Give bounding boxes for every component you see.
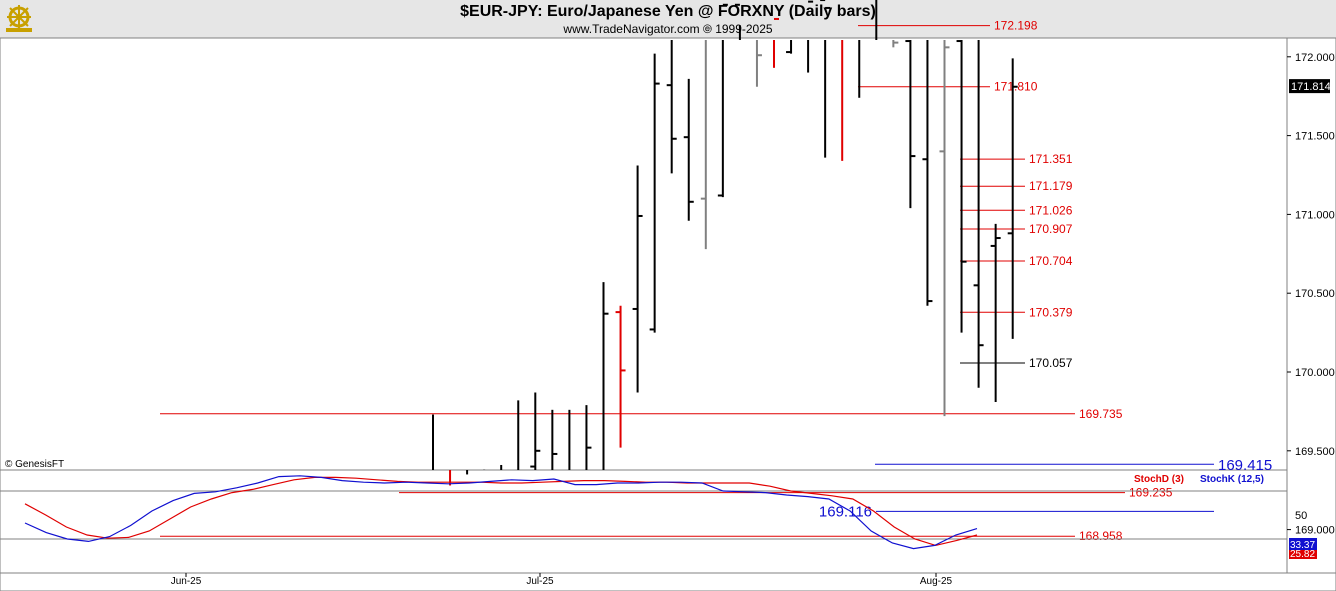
price-tick-label: 169.000 [1295,525,1335,537]
level-label: 169.415 [1218,457,1272,474]
ohlc-bar [841,40,844,161]
ohlc-bar [755,40,762,87]
copyright-label: © GenesisFT [5,459,64,470]
last-price-label: 171.814 [1291,81,1331,93]
ohlc-bar [892,40,899,48]
level-label: 170.379 [1029,305,1073,319]
ohlc-bar [700,27,711,250]
level-label: 171.179 [1029,179,1073,193]
ship-wheel-logo-icon [6,5,32,32]
chart-subtitle: www.TradeNavigator.com © 1999-2025 [563,22,773,36]
level-label: 170.907 [1029,222,1073,236]
stochastic-last-value: 33.37 [1290,540,1315,551]
ohlc-bar [666,40,677,174]
level-label: 169.735 [1079,407,1123,421]
ohlc-bar [551,409,558,470]
stochastic-panel-border [0,469,1288,574]
legend-stochk: StochK (12,5) [1200,474,1264,485]
price-tick-label: 171.500 [1295,131,1335,143]
ohlc-bar [905,40,916,209]
level-label: 170.704 [1029,254,1073,268]
ohlc-bar [875,0,878,40]
date-tick-label: Aug-25 [920,576,953,587]
title-bar: $EUR-JPY: Euro/Japanese Yen @ FORXNY (Da… [0,0,1336,38]
ohlc-bar [734,3,741,40]
price-axis: 174.000173.500173.000172.500172.000171.5… [1287,52,1335,537]
chart-title: $EUR-JPY: Euro/Japanese Yen @ FORXNY (Da… [460,3,876,20]
ohlc-bar [683,78,694,221]
chart-frame [0,37,1336,591]
ohlc-bar [649,53,660,333]
ohlc-bar [773,17,779,68]
ohlc-bar [1007,58,1018,339]
price-panel-border [0,37,1288,471]
level-label: 169.235 [1129,486,1173,500]
ohlc-bar [939,40,950,417]
stochastic-tick-label: 50 [1295,510,1307,522]
date-tick-label: Jun-25 [171,576,202,587]
ohlc-bar [615,305,626,448]
price-tick-label: 171.000 [1295,209,1335,221]
ohlc-bar [858,40,861,98]
stochastic-series-line [24,475,978,550]
price-tick-label: 170.000 [1295,367,1335,379]
ohlc-bar [807,0,814,73]
price-tick-label: 172.000 [1295,52,1335,64]
axis-panel [1286,37,1336,574]
price-tick-label: 170.500 [1295,288,1335,300]
level-label: 169.116 [819,503,872,520]
price-bars [432,0,1018,486]
ohlc-bar [786,40,793,54]
stochastic-last-box [1289,538,1317,550]
stochastic-last-value: 25.82 [1290,549,1315,560]
ohlc-bar [956,40,967,333]
ohlc-bar [990,223,1001,402]
price-tick-label: 169.500 [1295,446,1335,458]
stochastic-series-line [24,476,978,547]
price-levels: 174.073173.830173.439172.821172.198171.8… [160,19,1272,543]
ohlc-bar [632,165,643,393]
ohlc-bar [922,40,933,306]
level-label: 171.351 [1029,152,1073,166]
level-label: 168.958 [1079,529,1123,543]
date-tick-label: Jul-25 [526,576,554,587]
date-axis-panel [0,572,1336,591]
ohlc-bar [530,392,541,470]
ohlc-bar [820,0,831,158]
ohlc-bar [585,405,592,470]
level-label: 170.057 [1029,356,1073,370]
last-price-box [1289,79,1330,94]
level-label: 172.198 [994,19,1038,33]
ohlc-bar [717,3,728,198]
ohlc-bar [602,282,609,470]
date-axis: Jun-25 Jul-25 Aug-25 [171,573,953,587]
level-label: 171.026 [1029,203,1073,217]
ohlc-bar [973,40,984,388]
legend-stochd: StochD (3) [1134,474,1184,485]
